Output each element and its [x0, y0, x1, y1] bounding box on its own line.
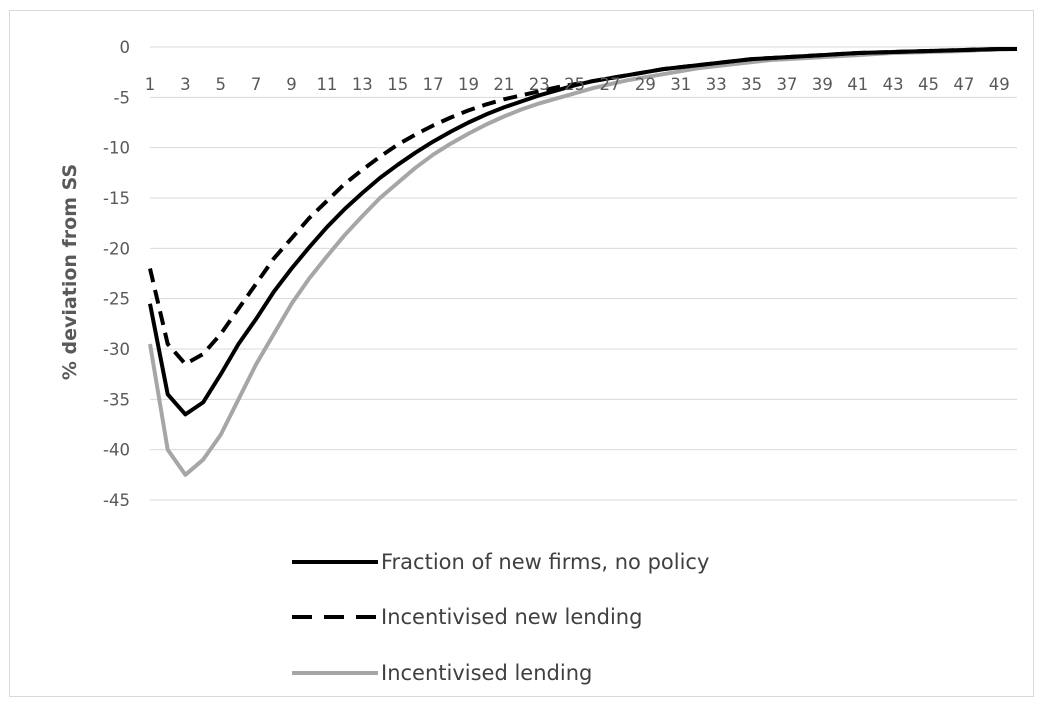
x-tick-label: 39: [812, 75, 833, 94]
y-tick-label: -5: [114, 88, 130, 107]
x-tick-label: 37: [776, 75, 797, 94]
legend-label: Fraction of new firms, no policy: [381, 550, 709, 574]
x-tick-label: 35: [741, 75, 762, 94]
x-tick-label: 31: [670, 75, 691, 94]
x-tick-label: 15: [387, 75, 408, 94]
x-tick-label: 7: [251, 75, 262, 94]
y-tick-label: -45: [103, 491, 130, 510]
y-tick-label: -20: [103, 239, 130, 258]
y-axis-title: % deviation from SS: [59, 164, 81, 380]
x-tick-label: 9: [286, 75, 297, 94]
x-tick-label: 29: [635, 75, 656, 94]
series-lines: [148, 47, 1018, 477]
x-tick-label: 43: [883, 75, 904, 94]
x-tick-label: 23: [529, 75, 550, 94]
y-axis-ticks: 0 -5 -10 -15 -20 -25 -30 -35 -40 -45: [103, 38, 130, 510]
series-line-1: [148, 47, 1017, 417]
y-tick-label: -10: [103, 139, 130, 158]
x-tick-label: 27: [600, 75, 621, 94]
x-axis-ticks: 1 3 5 7 9 11 13 15 17 19 21 23 25 27 29 31 33 35 37 39 41 43 4…: [145, 75, 1010, 94]
x-tick-label: 21: [493, 75, 514, 94]
y-tick-label: -35: [103, 390, 130, 409]
legend-label: Incentivised lending: [381, 661, 592, 685]
x-tick-label: 19: [458, 75, 479, 94]
y-tick-label: -15: [103, 189, 130, 208]
x-tick-label: 45: [918, 75, 939, 94]
y-tick-label: 0: [120, 38, 131, 57]
x-tick-label: 49: [989, 75, 1010, 94]
legend-label: Incentivised new lending: [381, 605, 642, 629]
x-tick-label: 1: [145, 75, 156, 94]
x-tick-label: 47: [953, 75, 974, 94]
x-tick-label: 17: [423, 75, 444, 94]
legend: Fraction of new firms, no policy Incentiv…: [292, 550, 709, 685]
series-line-3: [148, 47, 1018, 477]
x-tick-label: 13: [352, 75, 373, 94]
chart-frame: [9, 10, 1034, 697]
y-tick-label: -30: [103, 340, 130, 359]
x-tick-label: 11: [316, 75, 337, 94]
x-tick-label: 25: [564, 75, 585, 94]
gridlines: [150, 46, 1017, 501]
series-line-2: [148, 47, 1017, 367]
x-tick-label: 5: [216, 75, 227, 94]
x-tick-label: 41: [847, 75, 868, 94]
x-tick-label: 33: [706, 75, 727, 94]
x-tick-label: 3: [180, 75, 191, 94]
y-tick-label: -25: [103, 290, 130, 309]
y-tick-label: -40: [103, 441, 130, 460]
